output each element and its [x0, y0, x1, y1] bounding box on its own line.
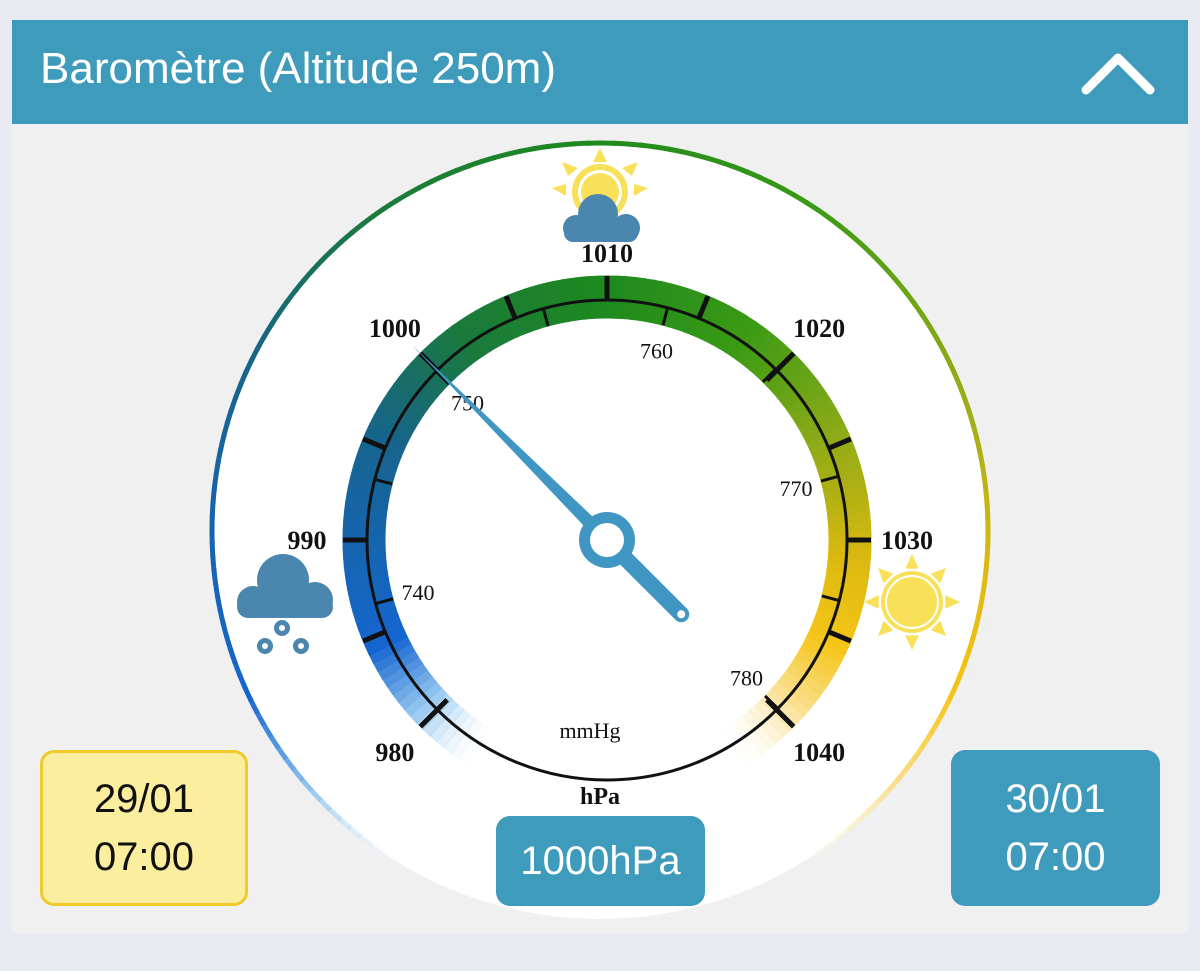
band-segment	[450, 718, 484, 760]
ring-segment	[390, 856, 408, 870]
mmhg-label: 740	[402, 580, 435, 605]
rain-cloud-icon	[237, 554, 333, 654]
mmhg-unit-label: mmHg	[559, 718, 620, 743]
end-date: 30/01	[1005, 777, 1106, 821]
hpa-label: 990	[288, 526, 327, 555]
chevron-up-icon[interactable]	[1078, 42, 1158, 102]
card-title: Baromètre (Altitude 250m)	[40, 44, 556, 93]
mmhg-tick	[764, 694, 779, 710]
mmhg-label: 760	[640, 338, 673, 363]
band-segment	[742, 709, 778, 750]
sun-disc	[881, 571, 943, 633]
sun-ray	[945, 595, 960, 609]
sun-disc-outline	[885, 575, 939, 629]
mmhg-tick	[761, 368, 777, 384]
pressure-value: 1000hPa	[496, 816, 705, 906]
card-header[interactable]: Baromètre (Altitude 250m)	[12, 20, 1188, 124]
scale-ticks	[343, 276, 871, 729]
band-segment	[457, 722, 490, 765]
sun-icon	[864, 554, 960, 650]
outer-ring	[209, 140, 991, 871]
sun-ray	[878, 568, 894, 584]
ring-segment	[368, 841, 385, 855]
ring-segment	[835, 826, 852, 841]
ring-segment	[790, 857, 807, 871]
sun-ray	[878, 620, 894, 636]
hpa-label: 1020	[793, 314, 845, 343]
needle-pointer	[411, 344, 612, 545]
sun-ray	[864, 595, 879, 609]
mmhg-label: 780	[730, 666, 763, 691]
start-time: 07:00	[93, 835, 195, 879]
sun-ray	[930, 620, 946, 636]
mmhg-tick	[541, 308, 550, 327]
mmhg-tick	[661, 307, 669, 326]
ring-segment	[379, 849, 396, 863]
scale-labels: 9809901000101010201030104074075076077078…	[288, 239, 934, 767]
hpa-label: 1000	[369, 314, 421, 343]
hpa-tick	[503, 295, 518, 320]
sun-ray	[905, 635, 919, 650]
hpa-label: 980	[375, 738, 414, 767]
band-segment	[716, 727, 748, 770]
hpa-unit-label: hPa	[579, 784, 620, 810]
hpa-tick	[418, 698, 449, 729]
sun-ray	[905, 554, 919, 569]
hpa-tick	[362, 629, 387, 644]
hpa-label: 1040	[793, 738, 845, 767]
end-time: 07:00	[1005, 835, 1106, 879]
mmhg-tick	[375, 597, 394, 606]
mmhg-tick	[820, 474, 839, 483]
ring-segment	[813, 842, 830, 857]
ring-segment	[845, 817, 862, 832]
hpa-tick	[827, 436, 852, 451]
mmhg-label: 770	[779, 476, 812, 501]
mmhg-tick	[821, 594, 840, 602]
needle-tail-hole	[677, 610, 686, 619]
mmhg-tick	[435, 370, 451, 386]
pressure-value-label: 1000hPa	[520, 839, 681, 883]
mmhg-tick	[374, 477, 393, 486]
end-date-button[interactable]: 30/01 07:00	[951, 750, 1160, 906]
ring-segment	[824, 834, 841, 849]
hpa-tick	[696, 295, 711, 320]
band-segment	[735, 714, 770, 756]
hpa-tick	[362, 436, 387, 451]
band-segment	[729, 719, 763, 761]
hpa-tick	[765, 351, 796, 382]
hpa-tick	[827, 629, 852, 644]
gauge-needle	[411, 344, 690, 623]
hpa-label: 1010	[581, 239, 633, 268]
band-segment	[722, 723, 755, 766]
start-date: 29/01	[93, 777, 195, 821]
hpa-tick	[765, 698, 796, 729]
partly-cloudy-icon	[552, 148, 648, 242]
band-segment	[748, 704, 784, 744]
ring-segment	[801, 850, 819, 864]
band-segment	[465, 726, 497, 770]
start-date-button[interactable]: 29/01 07:00	[40, 750, 248, 906]
needle-hub-center	[590, 523, 624, 557]
hpa-label: 1030	[881, 526, 933, 555]
sun-ray	[930, 568, 946, 584]
